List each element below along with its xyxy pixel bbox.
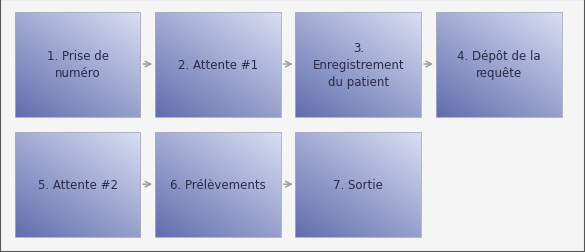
Bar (15, 13, 140, 117)
Bar (295, 132, 421, 237)
Text: 3.
Enregistrement
du patient: 3. Enregistrement du patient (312, 42, 404, 88)
Bar (295, 13, 421, 117)
Text: 2. Attente #1: 2. Attente #1 (178, 58, 258, 71)
Text: 5. Attente #2: 5. Attente #2 (37, 178, 118, 191)
Text: 1. Prise de
numéro: 1. Prise de numéro (47, 50, 108, 80)
Bar (155, 13, 281, 117)
Text: 4. Dépôt de la
requête: 4. Dépôt de la requête (457, 50, 541, 80)
Bar (436, 13, 562, 117)
Bar (155, 132, 281, 237)
Text: 7. Sortie: 7. Sortie (333, 178, 383, 191)
Bar (15, 132, 140, 237)
Text: 6. Prélèvements: 6. Prélèvements (170, 178, 266, 191)
